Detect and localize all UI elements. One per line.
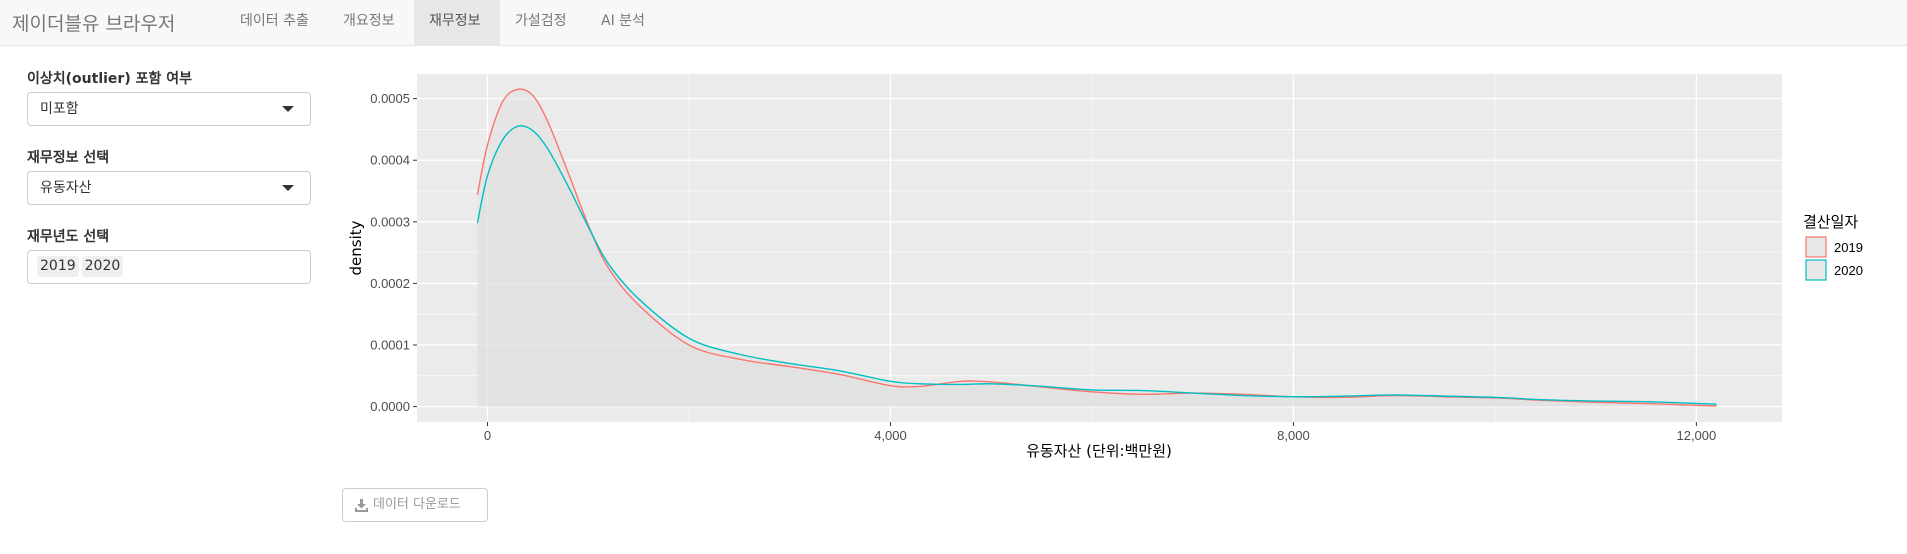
x-tick-label: 4,000	[874, 428, 907, 443]
legend-title: 결산일자	[1803, 213, 1858, 231]
year-tag-2019[interactable]: 2019	[37, 256, 79, 277]
tab-overview[interactable]: 개요정보	[343, 13, 395, 29]
density-area-2020	[477, 125, 1717, 407]
x-axis-title: 유동자산 (단위:백만원)	[1026, 442, 1172, 460]
outlier-label: 이상치(outlier) 포함 여부	[27, 71, 192, 87]
legend: 결산일자 2019 2020	[1803, 213, 1863, 281]
navbar: 제이더블유 브라우저 데이터 추출 개요정보 재무정보 가설검정 AI 분석	[0, 0, 1907, 46]
x-tick-label: 0	[484, 428, 491, 443]
y-axis: 0.0000 0.0001 0.0002 0.0003 0.0004 0.0005	[370, 91, 417, 414]
density-lines	[476, 88, 1717, 407]
y-tick-label: 0.0002	[370, 276, 410, 291]
download-icon	[355, 499, 368, 512]
y-axis-title: density	[347, 220, 365, 275]
tab-data-extract[interactable]: 데이터 추출	[240, 13, 309, 29]
density-line-2020	[476, 125, 1717, 405]
year-tag-2020[interactable]: 2020	[81, 256, 124, 277]
y-tick-label: 0.0003	[370, 214, 410, 229]
tab-ai-analysis[interactable]: AI 분석	[601, 13, 645, 29]
legend-key-2019	[1805, 236, 1827, 258]
download-button-label: 데이터 다운로드	[373, 497, 461, 512]
download-data-button[interactable]: 데이터 다운로드	[342, 488, 488, 522]
x-tick-label: 12,000	[1676, 428, 1716, 443]
y-tick-label: 0.0005	[370, 91, 410, 106]
tab-hypothesis[interactable]: 가설검정	[515, 13, 567, 29]
metric-select[interactable]: 유동자산	[27, 171, 311, 205]
tab-financial[interactable]: 재무정보	[414, 0, 500, 45]
outlier-select[interactable]: 미포함	[27, 92, 311, 126]
y-tick-label: 0.0004	[370, 153, 410, 168]
y-tick-label: 0.0000	[370, 399, 410, 414]
metric-label: 재무정보 선택	[27, 150, 110, 166]
chevron-down-icon	[282, 185, 294, 191]
legend-label-2019: 2019	[1834, 240, 1863, 255]
legend-key-2020	[1805, 259, 1827, 281]
year-multiselect[interactable]: 2019 2020	[27, 250, 311, 284]
legend-label-2020: 2020	[1834, 263, 1863, 278]
y-tick-label: 0.0001	[370, 338, 410, 353]
brand-title[interactable]: 제이더블유 브라우저	[12, 13, 176, 35]
density-chart: 0.0000 0.0001 0.0002 0.0003 0.0004 0.0005 0 4,…	[347, 74, 1863, 460]
metric-select-value: 유동자산	[40, 180, 92, 196]
x-tick-label: 8,000	[1277, 428, 1310, 443]
chevron-down-icon	[282, 106, 294, 112]
density-fills	[477, 89, 1717, 407]
outlier-select-value: 미포함	[40, 101, 79, 117]
x-axis: 0 4,000 8,000 12,000	[484, 422, 1716, 443]
year-label: 재무년도 선택	[27, 229, 110, 245]
